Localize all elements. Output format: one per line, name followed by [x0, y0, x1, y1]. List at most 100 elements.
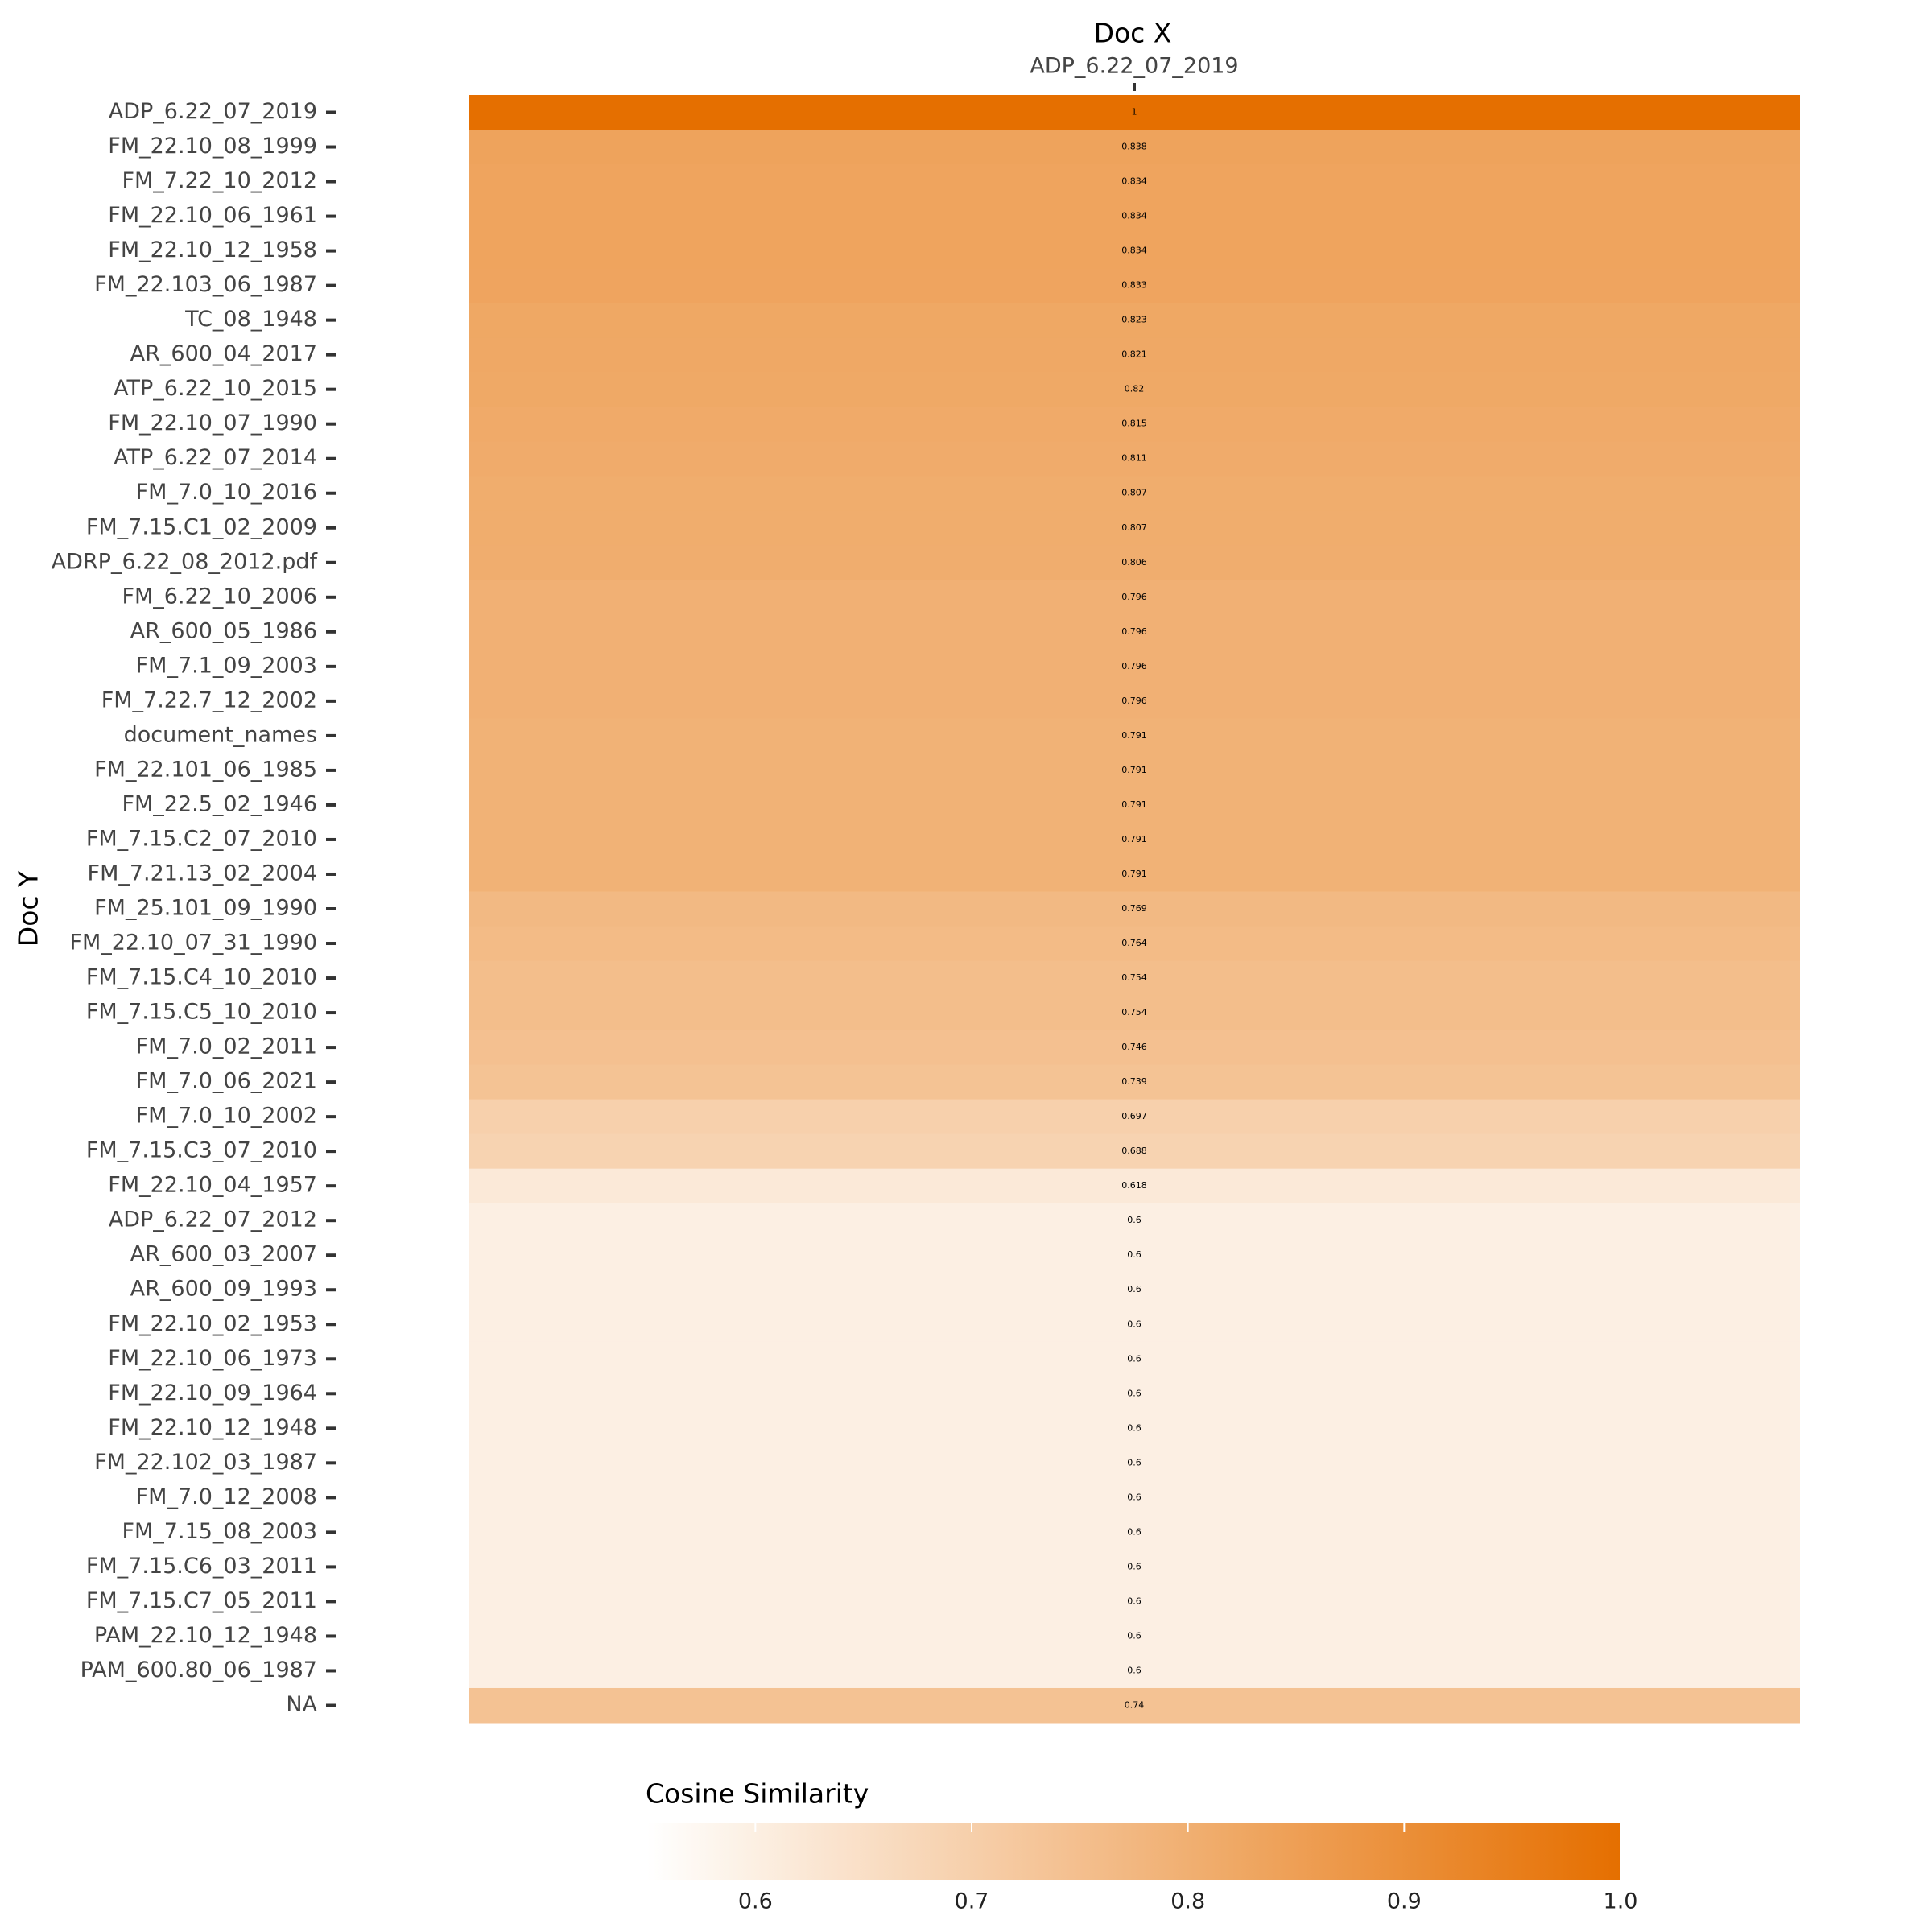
y-tick-label: AR_600_03_2007 [130, 1242, 317, 1267]
y-tick-label: ADP_6.22_07_2019 [109, 99, 317, 124]
heatmap-cell [469, 891, 1800, 927]
y-tick-label: FM_7.15.C5_10_2010 [86, 1000, 317, 1025]
heatmap-cell [469, 337, 1800, 373]
heatmap-cell [469, 268, 1800, 303]
colorbar-tick-label: 0.6 [738, 1889, 773, 1914]
colorbar-tick-label: 0.7 [955, 1889, 989, 1914]
heatmap-cell [469, 822, 1800, 857]
y-tick-label: FM_22.10_04_1957 [108, 1173, 317, 1198]
heatmap-cell [469, 1341, 1800, 1377]
cell-label: 0.806 [1121, 557, 1147, 568]
cell-label: 0.74 [1125, 1699, 1145, 1710]
heatmap-cell [469, 1514, 1800, 1550]
heatmap-cell [469, 1030, 1800, 1066]
y-tick-label: FM_7.15.C4_10_2010 [86, 965, 317, 990]
heatmap-cell [469, 683, 1800, 719]
heatmap-cell [469, 1133, 1800, 1170]
colorbar-title: Cosine Similarity [646, 1778, 869, 1810]
y-tick-label: FM_22.10_07_31_1990 [69, 931, 317, 956]
y-tick-label: FM_7.1_09_2003 [136, 653, 317, 678]
cell-label: 0.796 [1121, 626, 1147, 637]
heatmap-cell [469, 1307, 1800, 1343]
y-tick-label: FM_7.22_10_2012 [122, 168, 317, 193]
heatmap-cell [469, 303, 1800, 338]
cell-label: 0.796 [1121, 696, 1147, 706]
colorbar [647, 1823, 1620, 1880]
heatmap-cell [469, 580, 1800, 615]
heatmap-cell [469, 614, 1800, 650]
y-tick-label: FM_22.102_03_1987 [94, 1450, 317, 1475]
y-tick-label: FM_7.0_10_2016 [136, 480, 317, 505]
cell-label: 0.6 [1127, 1215, 1141, 1225]
cell-label: 0.791 [1121, 869, 1147, 879]
y-tick-label: ATP_6.22_10_2015 [114, 376, 317, 401]
cell-label: 0.82 [1125, 384, 1145, 394]
y-tick-label: NA [286, 1692, 317, 1717]
y-tick-label: FM_22.10_06_1961 [108, 203, 317, 228]
y-tick-label: TC_08_1948 [184, 307, 317, 332]
heatmap-cell [469, 233, 1800, 269]
cell-label: 0.6 [1127, 1422, 1141, 1433]
cell-label: 0.6 [1127, 1249, 1141, 1260]
heatmap-cell [469, 1653, 1800, 1689]
heatmap-cell [469, 718, 1800, 753]
cell-label: 0.6 [1127, 1319, 1141, 1329]
heatmap-cell [469, 545, 1800, 580]
y-tick-label: FM_7.22.7_12_2002 [101, 687, 317, 712]
heatmap-cell [469, 441, 1800, 477]
cell-label: 0.754 [1121, 972, 1147, 983]
heatmap-cell [469, 199, 1800, 234]
cell-label: 0.796 [1121, 592, 1147, 602]
cell-label: 0.6 [1127, 1457, 1141, 1468]
y-tick-label: FM_22.5_02_1946 [122, 791, 317, 816]
cell-label: 0.821 [1121, 349, 1147, 360]
heatmap-cell [469, 407, 1800, 442]
heatmap-cell [469, 1445, 1800, 1481]
heatmap-cell [469, 130, 1800, 165]
y-tick-label: FM_22.10_09_1964 [108, 1381, 317, 1406]
y-tick-label: ATP_6.22_07_2014 [114, 445, 317, 470]
cell-label: 0.688 [1121, 1146, 1147, 1156]
cell-label: 0.6 [1127, 1561, 1141, 1571]
cell-label: 0.791 [1121, 765, 1147, 775]
cell-label: 0.811 [1121, 453, 1147, 464]
cell-label: 0.791 [1121, 834, 1147, 844]
heatmap-cell [469, 1376, 1800, 1412]
y-tick-label: FM_7.21.13_02_2004 [88, 861, 317, 886]
cell-label: 0.769 [1121, 903, 1147, 914]
y-tick-label: PAM_22.10_12_1948 [94, 1623, 317, 1648]
cell-label: 0.618 [1121, 1180, 1147, 1191]
heatmap-cell [469, 857, 1800, 892]
y-tick-label: FM_22.103_06_1987 [94, 272, 317, 297]
heatmap-cell [469, 995, 1800, 1031]
heatmap-cell [469, 1064, 1800, 1100]
y-tick-label: FM_7.15.C2_07_2010 [86, 826, 317, 851]
heatmap-cell [469, 1168, 1800, 1204]
cell-label: 0.6 [1127, 1526, 1141, 1537]
cell-label: 0.833 [1121, 280, 1147, 291]
y-tick-label: FM_7.15_08_2003 [122, 1519, 317, 1544]
y-tick-label: document_names [124, 722, 317, 747]
cell-label: 0.791 [1121, 730, 1147, 741]
y-tick-label: FM_22.10_02_1953 [108, 1311, 317, 1336]
y-tick-label: PAM_600.80_06_1987 [80, 1657, 317, 1682]
y-tick-label: FM_22.10_08_1999 [108, 134, 317, 159]
heatmap-cell [469, 1687, 1800, 1724]
cell-label: 0.697 [1121, 1111, 1147, 1121]
y-tick-label: AR_600_05_1986 [130, 618, 317, 643]
heatmap-cell [469, 95, 1800, 130]
y-tick-label: FM_7.15.C7_05_2011 [86, 1588, 317, 1613]
heatmap-cell [469, 649, 1800, 684]
colorbar-tick-label: 0.9 [1387, 1889, 1422, 1914]
y-tick-label: FM_6.22_10_2006 [122, 584, 317, 609]
y-tick-label: AR_600_04_2017 [130, 341, 317, 366]
y-tick-label: FM_7.0_06_2021 [136, 1069, 317, 1094]
y-tick-label: FM_7.15.C1_02_2009 [86, 514, 317, 539]
y-tick-label: FM_22.10_06_1973 [108, 1346, 317, 1371]
cell-label: 0.834 [1121, 176, 1147, 187]
chart-title: Doc X [1094, 18, 1172, 49]
heatmap-cell [469, 753, 1800, 788]
cell-label: 0.6 [1127, 1492, 1141, 1502]
cell-label: 0.6 [1127, 1630, 1141, 1641]
